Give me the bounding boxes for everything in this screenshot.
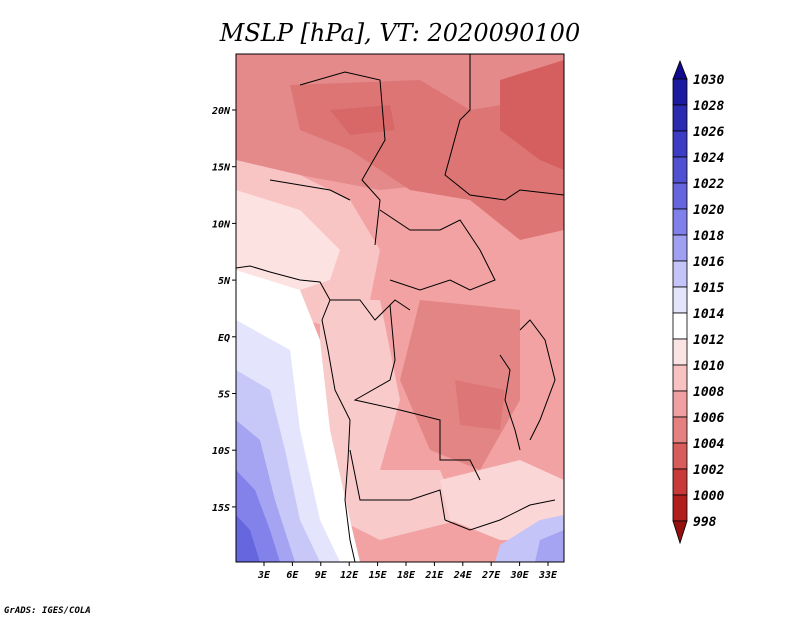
africa-coastline: [236, 265, 356, 562]
x-tick-label: 12E: [340, 570, 359, 581]
colorbar-segment: [672, 104, 688, 132]
colorbar-segment: [672, 234, 688, 262]
colorbar-label: 1010: [693, 359, 724, 374]
colorbar-label: 1000: [693, 489, 724, 504]
colorbar-label: 1004: [693, 437, 724, 452]
colorbar-label: 1028: [693, 99, 724, 114]
colorbar: 1030 1028 1026 1024 1022 1020 1018 1016 1015 1014…: [672, 59, 724, 545]
colorbar-bottom-arrow: [672, 520, 688, 545]
y-tick-label: 10N: [212, 219, 231, 230]
border-drc: [353, 304, 481, 481]
y-tick-label: 10S: [212, 446, 230, 457]
border-great-lakes: [519, 319, 556, 441]
colorbar-segment: [672, 156, 688, 184]
colorbar-label: 1026: [693, 125, 724, 140]
lake-tanganyika: [499, 354, 521, 451]
pressure-field: [236, 54, 564, 562]
colorbar-segment: [672, 338, 688, 366]
border-niger-chad: [299, 71, 386, 246]
colorbar-segment: [672, 416, 688, 444]
colorbar-label: 1024: [693, 151, 724, 166]
border-angola: [349, 449, 446, 521]
x-tick-label: 9E: [315, 570, 328, 581]
y-tick-label: 5N: [218, 276, 231, 287]
colorbar-segment: [672, 390, 688, 418]
border-car: [379, 209, 496, 291]
colorbar-label: 1008: [693, 385, 724, 400]
field-1010-angola: [320, 300, 460, 540]
field-1004-congo: [455, 380, 505, 430]
y-tick-label: 5S: [218, 390, 230, 401]
border-zambia: [444, 499, 556, 531]
border-cameroon-congo: [330, 299, 411, 321]
colorbar-segment: [672, 442, 688, 470]
colorbar-label: 1022: [693, 177, 724, 192]
colorbar-label: 1002: [693, 463, 724, 478]
colorbar-label: 1016: [693, 255, 724, 270]
field-1010-south: [440, 460, 564, 540]
colorbar-segment: [672, 260, 688, 288]
grads-credit: GrADS: IGES/COLA: [4, 606, 91, 616]
x-tick-label: 3E: [257, 570, 271, 581]
field-1002-northeast: [500, 60, 564, 170]
x-tick-label: 6E: [286, 570, 299, 581]
field-1022-ocean: [236, 515, 260, 562]
colorbar-label: 1006: [693, 411, 724, 426]
colorbar-label: 1012: [693, 333, 724, 348]
colorbar-label: 1015: [693, 281, 724, 296]
colorbar-label: 1014: [693, 307, 724, 322]
colorbar-segment: [672, 312, 688, 340]
colorbar-segment: [672, 468, 688, 496]
colorbar-label: 1018: [693, 229, 724, 244]
field-1004-sahel: [330, 105, 395, 135]
colorbar-segment: [672, 182, 688, 210]
border-nigeria: [269, 179, 351, 201]
colorbar-label: 1030: [693, 73, 724, 88]
border-chad-sudan: [444, 54, 564, 201]
x-tick-label: 18E: [397, 570, 416, 581]
colorbar-segment: [672, 208, 688, 236]
x-tick-label: 15E: [369, 570, 388, 581]
x-tick-label: 24E: [453, 570, 473, 581]
field-1018-southeast: [535, 530, 564, 562]
colorbar-label: 998: [693, 515, 717, 530]
y-tick-label: 15S: [212, 503, 230, 514]
x-tick-label: 30E: [510, 570, 530, 581]
x-tick-label: 27E: [481, 570, 501, 581]
colorbar-top-arrow: [672, 59, 688, 80]
country-borders: [236, 54, 564, 562]
y-tick-label: 20N: [211, 106, 231, 117]
map-frame: [235, 53, 565, 563]
colorbar-label: 1020: [693, 203, 724, 218]
colorbar-segment: [672, 364, 688, 392]
chart-title: MSLP [hPa], VT: 2020090100: [219, 19, 580, 47]
y-tick-label: 15N: [212, 163, 231, 174]
x-tick-label: 21E: [424, 570, 444, 581]
field-1012-coast: [236, 190, 340, 290]
y-tick-label: EQ: [218, 333, 230, 344]
colorbar-segment: [672, 286, 688, 314]
colorbar-segment: [672, 494, 688, 522]
y-axis-ticks: 20N 15N 10N 5N EQ 5S 10S 15S: [211, 106, 236, 514]
colorbar-segment: [672, 130, 688, 158]
x-tick-label: 33E: [538, 570, 558, 581]
colorbar-segment: [672, 78, 688, 106]
x-axis-ticks: 3E 6E 9E 12E 15E 18E 21E 24E 27E 30E 33E: [257, 562, 558, 581]
